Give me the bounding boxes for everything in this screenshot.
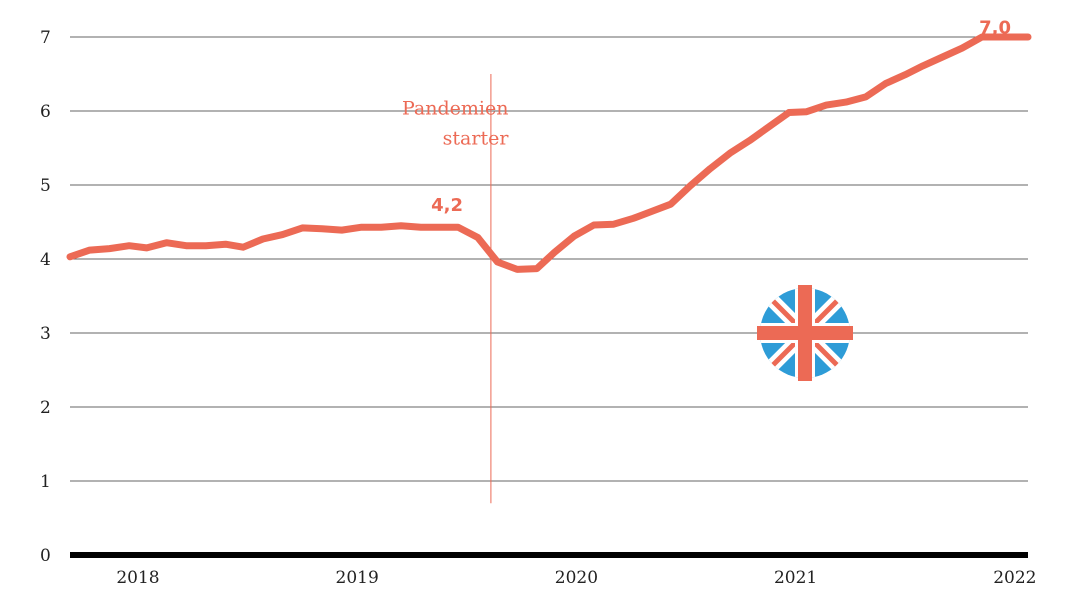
y-tick-label: 2 xyxy=(40,398,51,418)
y-tick-label: 4 xyxy=(40,250,51,270)
x-tick-label: 2018 xyxy=(116,568,159,588)
x-tick-label: 2020 xyxy=(555,568,598,588)
uk-flag-icon xyxy=(757,285,853,381)
y-tick-label: 3 xyxy=(40,324,51,344)
y-tick-label: 7 xyxy=(40,28,51,48)
pandemic-annotation-line1: Pandemien xyxy=(402,98,508,120)
y-axis-ticks: 0 1 2 3 4 5 6 7 xyxy=(40,28,51,566)
x-axis-ticks: 2018 2019 2020 2021 2022 xyxy=(116,568,1036,588)
x-tick-label: 2021 xyxy=(774,568,817,588)
y-tick-label: 0 xyxy=(40,546,51,566)
x-tick-label: 2019 xyxy=(336,568,379,588)
x-tick-label: 2022 xyxy=(993,568,1036,588)
y-tick-label: 5 xyxy=(40,176,51,196)
y-tick-label: 1 xyxy=(40,472,51,492)
gridlines xyxy=(70,36,1028,558)
data-label-start: 4,2 xyxy=(431,195,463,216)
data-label-end: 7,0 xyxy=(979,17,1011,38)
series-line xyxy=(66,33,1032,273)
y-tick-label: 6 xyxy=(40,102,51,122)
pandemic-annotation-line2: starter xyxy=(443,127,510,149)
